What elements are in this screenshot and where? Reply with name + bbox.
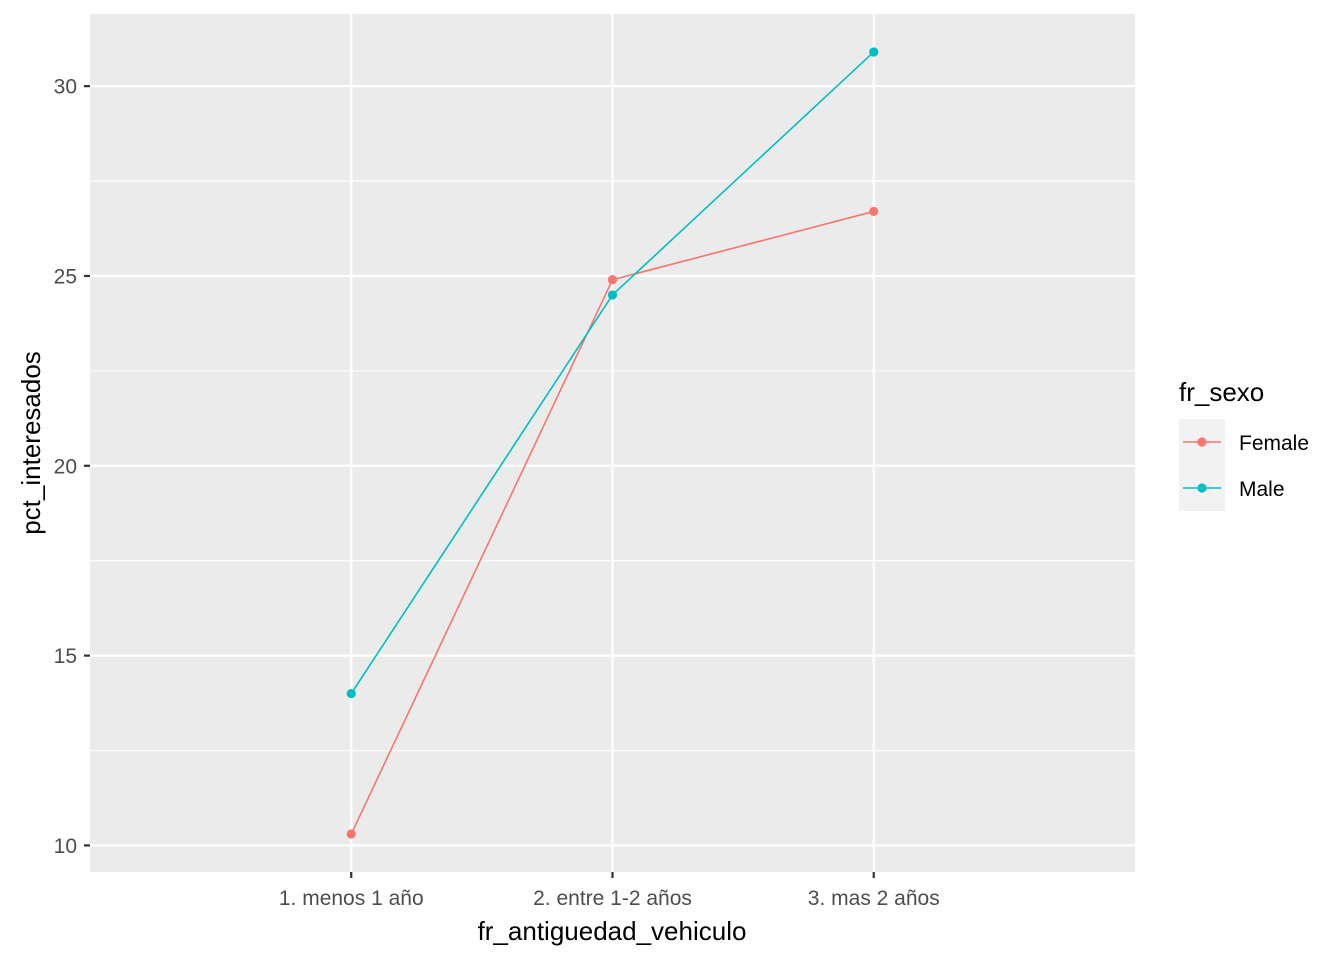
major-gridlines [90, 14, 1135, 872]
legend-label-female: Female [1239, 432, 1309, 455]
y-axis: 10 15 20 25 30 [54, 76, 90, 858]
legend-key-point-male [1197, 483, 1207, 493]
x-axis-title: fr_antiguedad_vehiculo [478, 916, 747, 946]
data-point-male [346, 688, 356, 699]
data-point-female [346, 829, 356, 839]
x-tick-label: 1. menos 1 año [279, 887, 424, 910]
y-tick-label: 25 [54, 265, 77, 288]
x-tick-label: 2. entre 1-2 años [533, 887, 692, 910]
series-layer [346, 47, 879, 839]
x-axis: 1. menos 1 año 2. entre 1-2 años 3. mas 2 … [279, 872, 940, 910]
legend-label-male: Male [1239, 478, 1285, 501]
y-axis-title: pct_interesados [16, 351, 46, 535]
legend-key-point-female [1197, 437, 1207, 447]
data-point-female [869, 206, 879, 217]
data-point-male [607, 290, 618, 300]
y-tick-label: 10 [54, 835, 77, 858]
y-tick-label: 15 [54, 645, 77, 668]
legend: fr_sexo Female Male [1179, 377, 1309, 511]
x-tick-label: 3. mas 2 años [808, 887, 940, 910]
y-tick-label: 30 [54, 76, 77, 99]
data-point-male [869, 47, 879, 57]
y-tick-label: 20 [54, 455, 77, 478]
data-point-female [607, 275, 618, 285]
legend-title: fr_sexo [1179, 377, 1264, 407]
